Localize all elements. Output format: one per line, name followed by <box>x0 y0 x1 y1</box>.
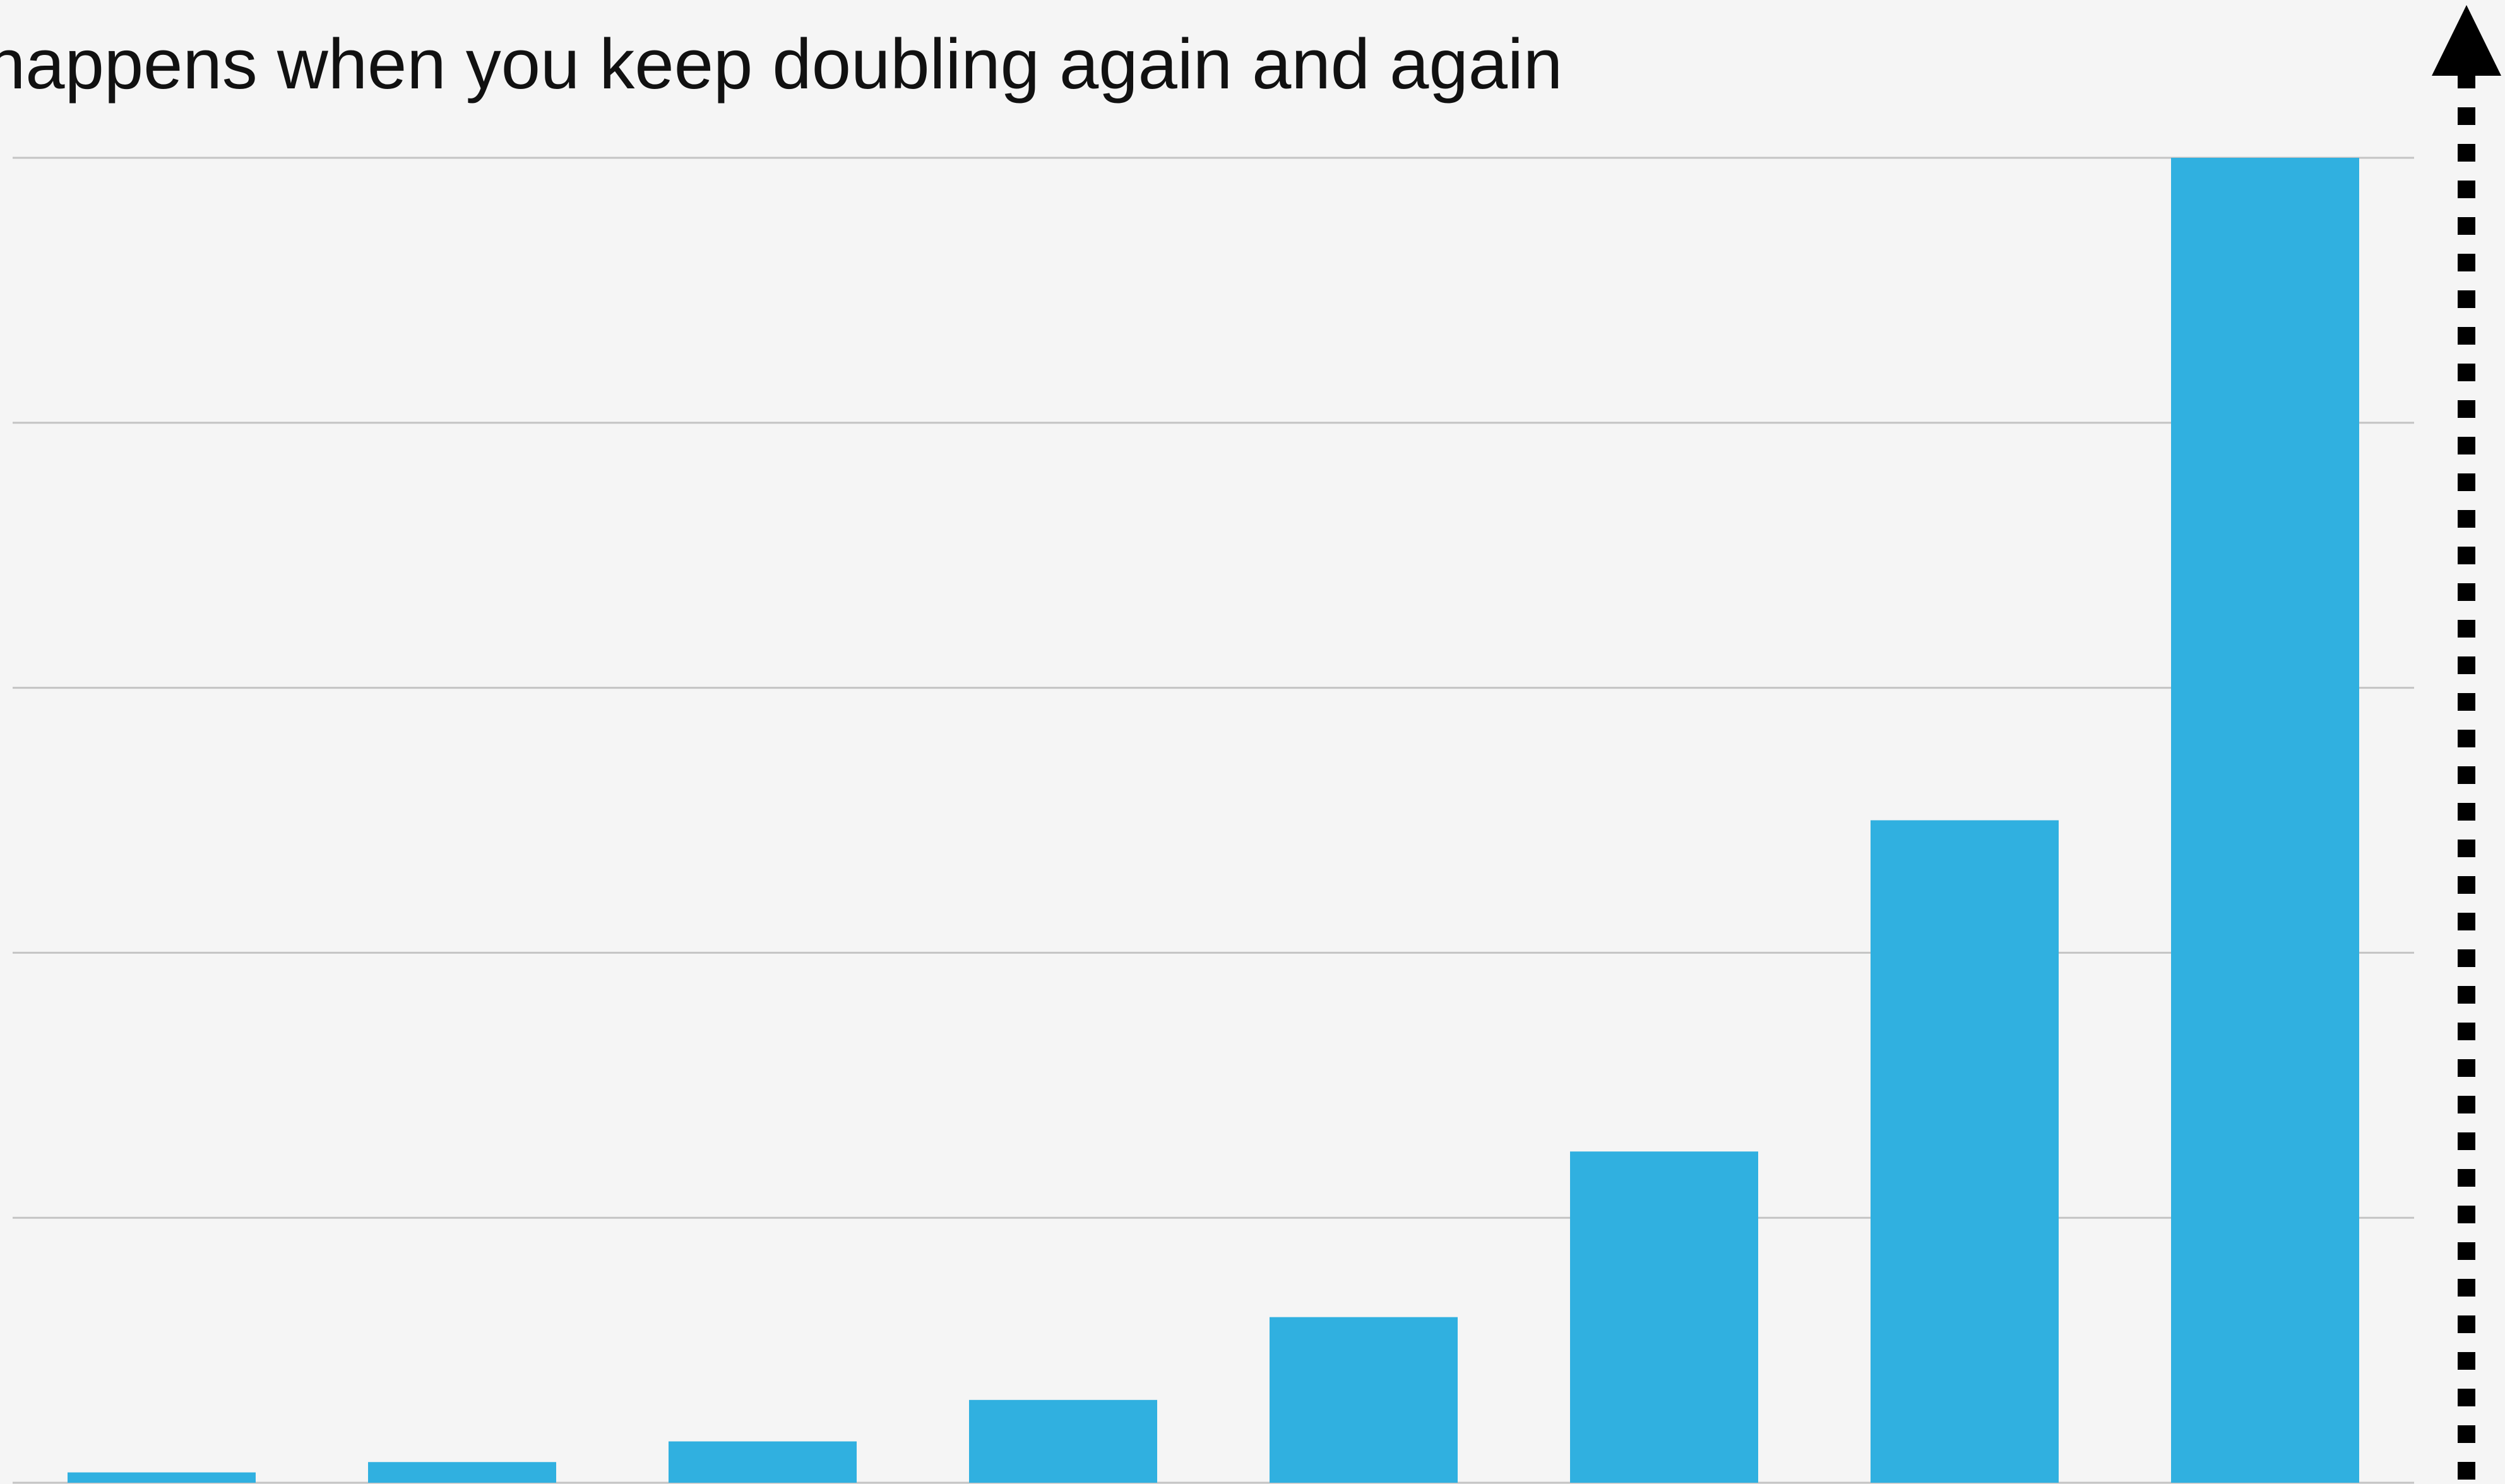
bar <box>669 1441 857 1483</box>
arrow-head <box>2432 5 2501 76</box>
bar <box>1270 1317 1458 1483</box>
chart-title: happens when you keep doubling again and… <box>0 25 1562 104</box>
bar <box>1570 1151 1758 1483</box>
bar <box>368 1462 556 1483</box>
bar <box>1871 820 2059 1483</box>
bar <box>68 1472 256 1483</box>
bar <box>969 1399 1157 1483</box>
bar <box>2171 158 2359 1483</box>
arrow <box>2432 5 2501 1484</box>
